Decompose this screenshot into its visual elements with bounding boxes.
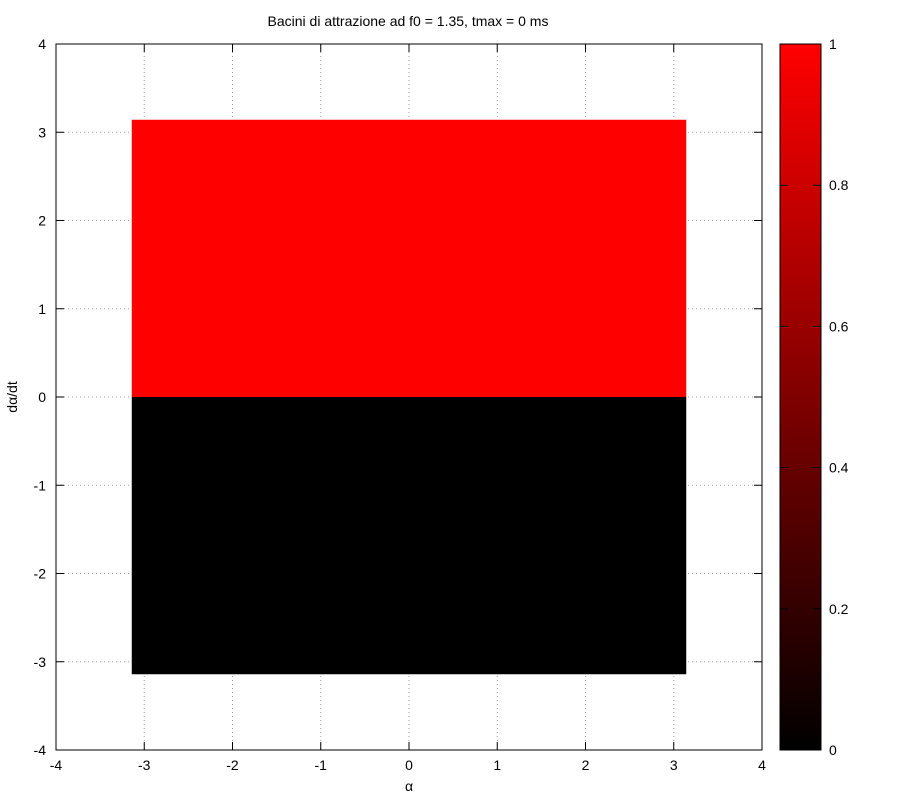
basin-region: [131, 397, 687, 675]
colorbar-ticks: 0 0.2 0.4 0.6 0.8 1: [780, 36, 849, 758]
y-tick-label: -4: [34, 742, 47, 758]
x-tick-label: -4: [50, 757, 63, 773]
y-axis-label: dα/dt: [4, 381, 20, 413]
x-tick-label: 4: [758, 757, 766, 773]
colorbar-tick-label: 0.4: [829, 460, 849, 476]
x-tick-label: 1: [493, 757, 501, 773]
colorbar-tick-label: 0.2: [829, 601, 849, 617]
y-tick-label: 0: [38, 389, 46, 405]
basin-region: [131, 119, 687, 397]
colorbar-tick-label: 0: [829, 742, 837, 758]
chart-title: Bacini di attrazione ad f0 = 1.35, tmax …: [268, 13, 549, 29]
y-tick-label: 1: [38, 301, 46, 317]
y-tick-label: -3: [34, 654, 47, 670]
y-tick-label: -1: [34, 477, 47, 493]
x-tick-label: 3: [670, 757, 678, 773]
x-tick-label: 2: [582, 757, 590, 773]
y-tick-label: 3: [38, 124, 46, 140]
colorbar: 0 0.2 0.4 0.6 0.8 1: [779, 36, 849, 758]
colorbar-tick-label: 1: [829, 36, 837, 52]
colorbar-tick-label: 0.6: [829, 318, 849, 334]
y-tick-label: 4: [38, 36, 46, 52]
y-tick-label: 2: [38, 213, 46, 229]
basin-regions: [131, 119, 687, 675]
x-tick-label: -2: [226, 757, 239, 773]
x-tick-label: -1: [315, 757, 328, 773]
x-axis-label: α: [405, 778, 413, 794]
colorbar-gradient: [779, 43, 822, 751]
colorbar-tick-label: 0.8: [829, 177, 849, 193]
axis-ticks: -4 -3 -2 -1 0 1 2 3 4 -4 -3 -2 -1 0 1 2 3 4: [34, 36, 767, 773]
y-tick-label: -2: [34, 566, 47, 582]
x-tick-label: 0: [405, 757, 413, 773]
x-tick-label: -3: [138, 757, 151, 773]
